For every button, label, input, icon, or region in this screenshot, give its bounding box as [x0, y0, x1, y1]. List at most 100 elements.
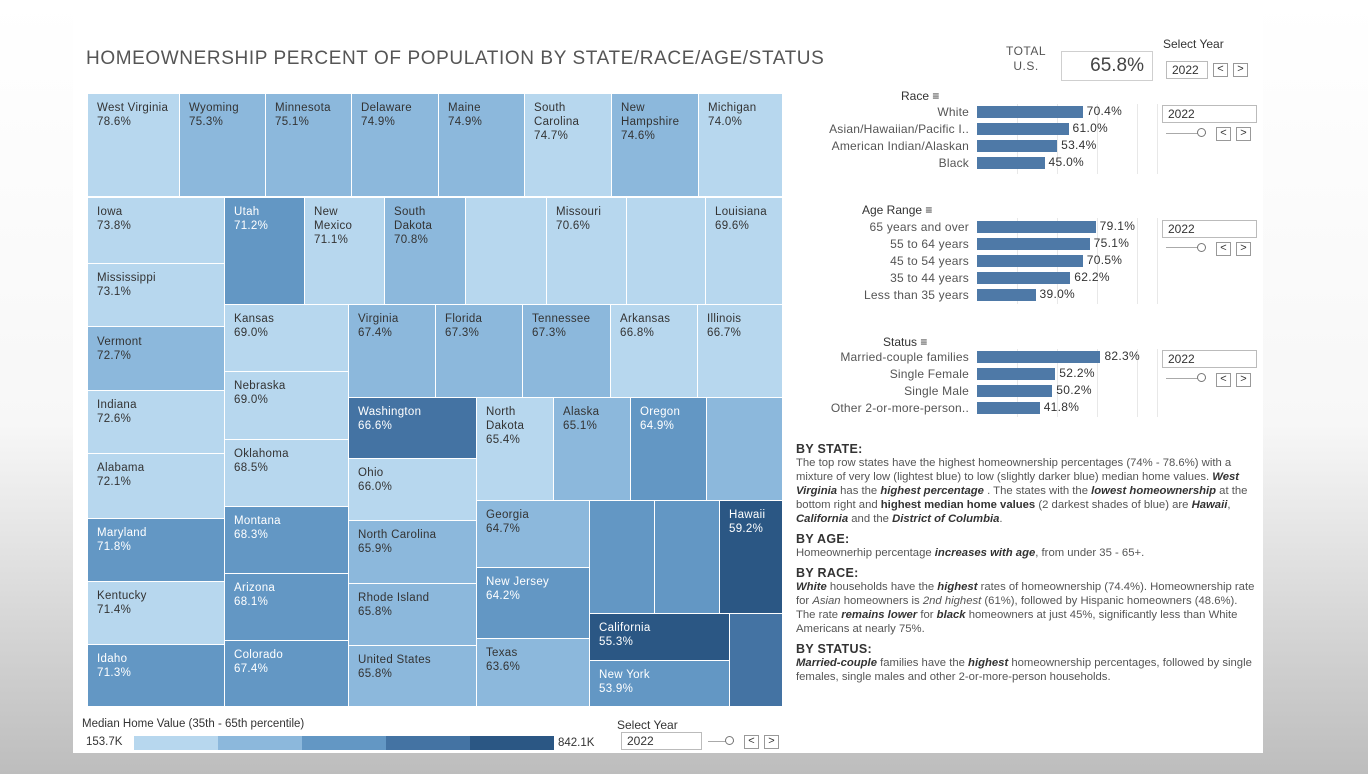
year-slider-knob-bottom[interactable] [725, 736, 734, 745]
status-bar[interactable] [977, 385, 1053, 397]
age-year-select[interactable]: 2022 [1162, 220, 1257, 238]
race-year-slider-track[interactable] [1166, 133, 1206, 134]
status-bar-value: 52.2% [1059, 366, 1095, 380]
year-prev-button-bottom[interactable]: < [744, 735, 759, 749]
treemap-cell-united-states[interactable]: United States 65.8% [348, 645, 477, 707]
treemap-cell-minnesota[interactable]: Minnesota 75.1% [265, 93, 352, 197]
treemap-cell-north-carolina[interactable]: North Carolina 65.9% [348, 520, 477, 584]
age-bar[interactable] [977, 238, 1090, 250]
treemap-cell-kansas[interactable]: Kansas 69.0% [224, 304, 349, 372]
treemap-cell-north-dakota[interactable]: North Dakota 65.4% [476, 397, 554, 501]
race-bar[interactable] [977, 157, 1045, 169]
status-year-prev-button[interactable]: < [1216, 373, 1231, 387]
treemap-cell-unlabeled-2[interactable] [626, 197, 706, 305]
race-bar[interactable] [977, 140, 1058, 152]
treemap-cell-unlabeled-3[interactable] [706, 397, 783, 501]
age-year-slider-knob[interactable] [1197, 243, 1206, 252]
treemap-cell-oregon[interactable]: Oregon 64.9% [630, 397, 707, 501]
treemap-cell-arkansas[interactable]: Arkansas 66.8% [610, 304, 698, 398]
treemap-cell-michigan[interactable]: Michigan 74.0% [698, 93, 783, 197]
treemap-cell-delaware[interactable]: Delaware 74.9% [351, 93, 439, 197]
status-bar[interactable] [977, 351, 1101, 363]
treemap-cell-south-dakota[interactable]: South Dakota 70.8% [384, 197, 466, 305]
race-year-next-button[interactable]: > [1236, 127, 1251, 141]
treemap-cell-ohio[interactable]: Ohio 66.0% [348, 458, 477, 521]
age-bar[interactable] [977, 289, 1036, 301]
status-bar[interactable] [977, 368, 1056, 380]
treemap-cell-wyoming[interactable]: Wyoming 75.3% [179, 93, 266, 197]
treemap-cell-new-jersey[interactable]: New Jersey 64.2% [476, 567, 590, 639]
state-value: 67.4% [358, 327, 393, 339]
status-year-slider-knob[interactable] [1197, 373, 1206, 382]
state-value: 72.6% [97, 413, 132, 425]
status-year-select[interactable]: 2022 [1162, 350, 1257, 368]
treemap-cell-unlabeled-4[interactable] [589, 500, 655, 614]
treemap-cell-indiana[interactable]: Indiana 72.6% [87, 390, 225, 454]
age-year-next-button[interactable]: > [1236, 242, 1251, 256]
year-next-button-top[interactable]: > [1233, 63, 1248, 77]
status-bar[interactable] [977, 402, 1040, 414]
treemap-cell-alaska[interactable]: Alaska 65.1% [553, 397, 631, 501]
treemap-cell-new-mexico[interactable]: New Mexico 71.1% [304, 197, 385, 305]
treemap-cell-idaho[interactable]: Idaho 71.3% [87, 644, 225, 707]
state-value: 63.6% [486, 661, 521, 673]
treemap-cell-vermont[interactable]: Vermont 72.7% [87, 326, 225, 391]
year-select-bottom[interactable]: 2022 [621, 732, 702, 750]
treemap-cell-maine[interactable]: Maine 74.9% [438, 93, 525, 197]
treemap-cell-montana[interactable]: Montana 68.3% [224, 506, 349, 574]
year-slider-track-bottom[interactable] [708, 741, 734, 742]
race-bar[interactable] [977, 106, 1083, 118]
treemap-cell-illinois[interactable]: Illinois 66.7% [697, 304, 783, 398]
treemap-cell-arizona[interactable]: Arizona 68.1% [224, 573, 349, 641]
treemap-cell-kentucky[interactable]: Kentucky 71.4% [87, 581, 225, 645]
treemap-cell-new-york[interactable]: New York 53.9% [589, 660, 730, 707]
sort-icon[interactable]: ≡ [920, 335, 928, 349]
treemap-cell-washington[interactable]: Washington 66.6% [348, 397, 477, 459]
treemap-cell-georgia[interactable]: Georgia 64.7% [476, 500, 590, 568]
state-value: 65.1% [563, 420, 598, 432]
year-select-top[interactable]: 2022 [1166, 61, 1208, 79]
treemap-cell-alabama[interactable]: Alabama 72.1% [87, 453, 225, 519]
treemap-cell-west-virginia[interactable]: West Virginia 78.6% [87, 93, 180, 197]
state-name: Colorado [234, 649, 284, 661]
treemap-cell-florida[interactable]: Florida 67.3% [435, 304, 523, 398]
age-bar[interactable] [977, 272, 1071, 284]
treemap-cell-utah[interactable]: Utah 71.2% [224, 197, 305, 305]
treemap-cell-missouri[interactable]: Missouri 70.6% [546, 197, 627, 305]
notes-status-text: Married-couple families have the highest… [796, 657, 1252, 683]
treemap-cell-tennessee[interactable]: Tennessee 67.3% [522, 304, 611, 398]
treemap-cell-colorado[interactable]: Colorado 67.4% [224, 640, 349, 707]
treemap-cell-new-hampshire[interactable]: New Hampshire 74.6% [611, 93, 699, 197]
year-prev-button-top[interactable]: < [1213, 63, 1228, 77]
treemap-cell-nebraska[interactable]: Nebraska 69.0% [224, 371, 349, 440]
age-year-prev-button[interactable]: < [1216, 242, 1231, 256]
age-bar[interactable] [977, 221, 1096, 233]
treemap-cell-unlabeled-6[interactable] [729, 613, 783, 707]
treemap-cell-maryland[interactable]: Maryland 71.8% [87, 518, 225, 582]
treemap-cell-oklahoma[interactable]: Oklahoma 68.5% [224, 439, 349, 507]
race-year-slider-knob[interactable] [1197, 128, 1206, 137]
treemap-cell-unlabeled-1[interactable] [465, 197, 547, 305]
treemap-cell-virginia[interactable]: Virginia 67.4% [348, 304, 436, 398]
sort-icon[interactable]: ≡ [925, 203, 933, 217]
age-bar[interactable] [977, 255, 1083, 267]
treemap-cell-mississippi[interactable]: Mississippi 73.1% [87, 263, 225, 327]
treemap-cell-hawaii[interactable]: Hawaii 59.2% [719, 500, 783, 614]
treemap-cell-louisiana[interactable]: Louisiana 69.6% [705, 197, 783, 305]
race-bar[interactable] [977, 123, 1069, 135]
status-year-slider-track[interactable] [1166, 378, 1206, 379]
treemap-cell-california[interactable]: California 55.3% [589, 613, 730, 661]
state-name: Maine [448, 102, 481, 114]
status-year-next-button[interactable]: > [1236, 373, 1251, 387]
treemap-cell-texas[interactable]: Texas 63.6% [476, 638, 590, 707]
year-next-button-bottom[interactable]: > [764, 735, 779, 749]
race-year-select[interactable]: 2022 [1162, 105, 1257, 123]
sort-icon[interactable]: ≡ [932, 89, 940, 103]
state-name: South Dakota [394, 206, 433, 232]
treemap-cell-rhode-island[interactable]: Rhode Island 65.8% [348, 583, 477, 646]
treemap-cell-unlabeled-5[interactable] [654, 500, 720, 614]
age-year-slider-track[interactable] [1166, 247, 1206, 248]
treemap-cell-iowa[interactable]: Iowa 73.8% [87, 197, 225, 264]
race-year-prev-button[interactable]: < [1216, 127, 1231, 141]
treemap-cell-south-carolina[interactable]: South Carolina 74.7% [524, 93, 612, 197]
